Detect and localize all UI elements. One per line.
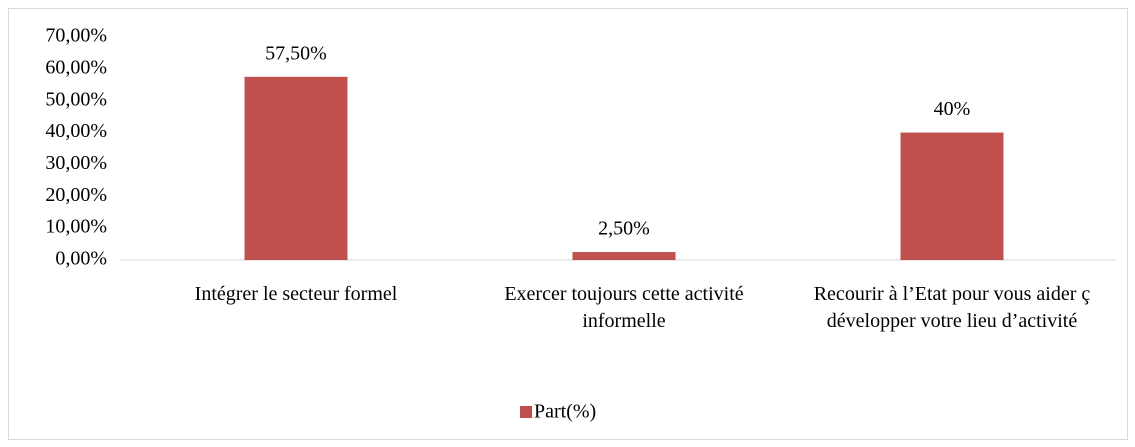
y-tick-label: 20,00% — [45, 184, 107, 206]
bar — [900, 132, 1004, 260]
x-tick-label: Intégrer le secteur formel — [194, 283, 398, 305]
y-tick-label: 30,00% — [45, 152, 107, 174]
bar — [244, 76, 348, 260]
x-tick-label: Exercer toujours cette activité informel… — [504, 283, 744, 332]
data-label: 57,50% — [265, 42, 327, 64]
y-tick-label: 0,00% — [55, 248, 107, 270]
bar — [572, 252, 676, 260]
y-tick-label: 70,00% — [45, 25, 107, 47]
data-label: 40% — [934, 98, 971, 120]
legend-label: Part(%) — [534, 401, 596, 423]
y-tick-label: 10,00% — [45, 216, 107, 238]
data-label: 2,50% — [598, 218, 650, 240]
y-tick-label: 60,00% — [45, 56, 107, 78]
y-tick-label: 40,00% — [45, 120, 107, 142]
y-tick-label: 50,00% — [45, 88, 107, 110]
legend-swatch — [520, 406, 532, 418]
x-tick-label: Recourir à l’Etat pour vous aider ç déve… — [813, 283, 1091, 332]
